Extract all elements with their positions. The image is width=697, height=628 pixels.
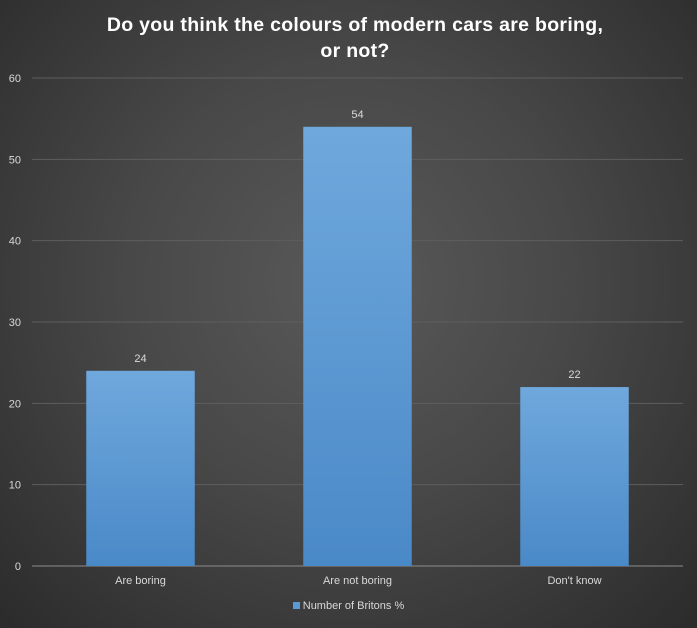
y-tick-label: 0	[15, 561, 21, 573]
data-label: 24	[134, 353, 146, 365]
legend-label: Number of Britons %	[302, 600, 405, 612]
y-tick-label: 30	[9, 317, 21, 329]
x-tick-label: Are not boring	[323, 575, 392, 587]
bar	[86, 370, 195, 566]
data-label: 54	[351, 109, 363, 121]
chart-title-line-2: or not?	[320, 40, 390, 62]
bar	[520, 387, 629, 566]
chart-title: Do you think the colours of modern cars …	[70, 12, 640, 64]
chart-title-line-1: Do you think the colours of modern cars …	[106, 14, 604, 36]
y-tick-label: 10	[9, 480, 21, 492]
y-tick-label: 40	[9, 236, 21, 248]
x-tick-label: Are boring	[115, 575, 166, 587]
bar	[303, 126, 412, 567]
x-tick-label: Don't know	[547, 575, 601, 587]
chart-legend: Number of Britons %	[0, 600, 697, 612]
data-label: 22	[568, 369, 580, 381]
y-tick-label: 20	[9, 398, 21, 410]
legend-swatch	[292, 601, 300, 609]
y-tick-label: 60	[9, 73, 21, 85]
y-tick-label: 50	[9, 154, 21, 166]
